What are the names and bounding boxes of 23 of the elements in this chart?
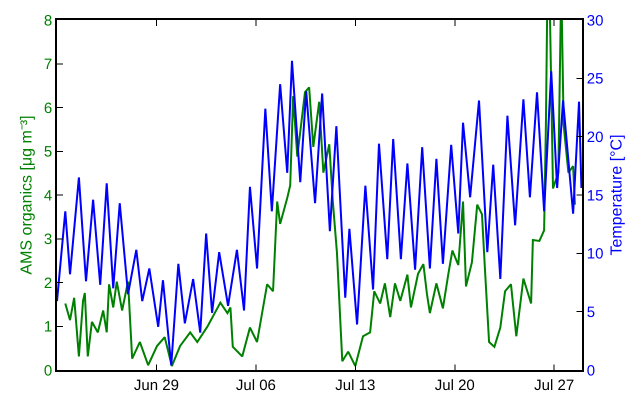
- x-tick-label: Jul 27: [534, 376, 574, 394]
- y2-tick-label: 30: [586, 12, 604, 30]
- y2-tick-label: 20: [586, 128, 604, 146]
- y-tick-label: 1: [44, 318, 52, 336]
- y-tick-label: 6: [44, 100, 52, 117]
- y2-axis-title: Temperature [°C]: [608, 134, 626, 256]
- x-tick-label: Jul 20: [434, 376, 475, 394]
- x-tick-label: Jul 06: [236, 376, 276, 394]
- y-tick-label: 2: [44, 274, 52, 292]
- y-tick-label: 7: [44, 56, 52, 73]
- x-tick-label: Jun 29: [134, 376, 179, 394]
- y-tick-label: 4: [44, 187, 52, 204]
- y-tick-label: 5: [44, 144, 52, 160]
- y2-tick-label: 0: [586, 362, 596, 380]
- y2-tick-label: 5: [586, 304, 596, 321]
- y-tick-label: 8: [44, 12, 52, 30]
- y-tick-label: 0: [44, 362, 52, 380]
- x-tick-label: Jul 13: [335, 376, 376, 394]
- y-axis-title: AMS organics [μg m⁻³]: [18, 115, 36, 275]
- y2-tick-label: 15: [586, 187, 604, 204]
- y2-tick-label: 25: [586, 70, 604, 88]
- y2-tick-label: 10: [586, 246, 604, 263]
- y-tick-label: 3: [44, 231, 52, 248]
